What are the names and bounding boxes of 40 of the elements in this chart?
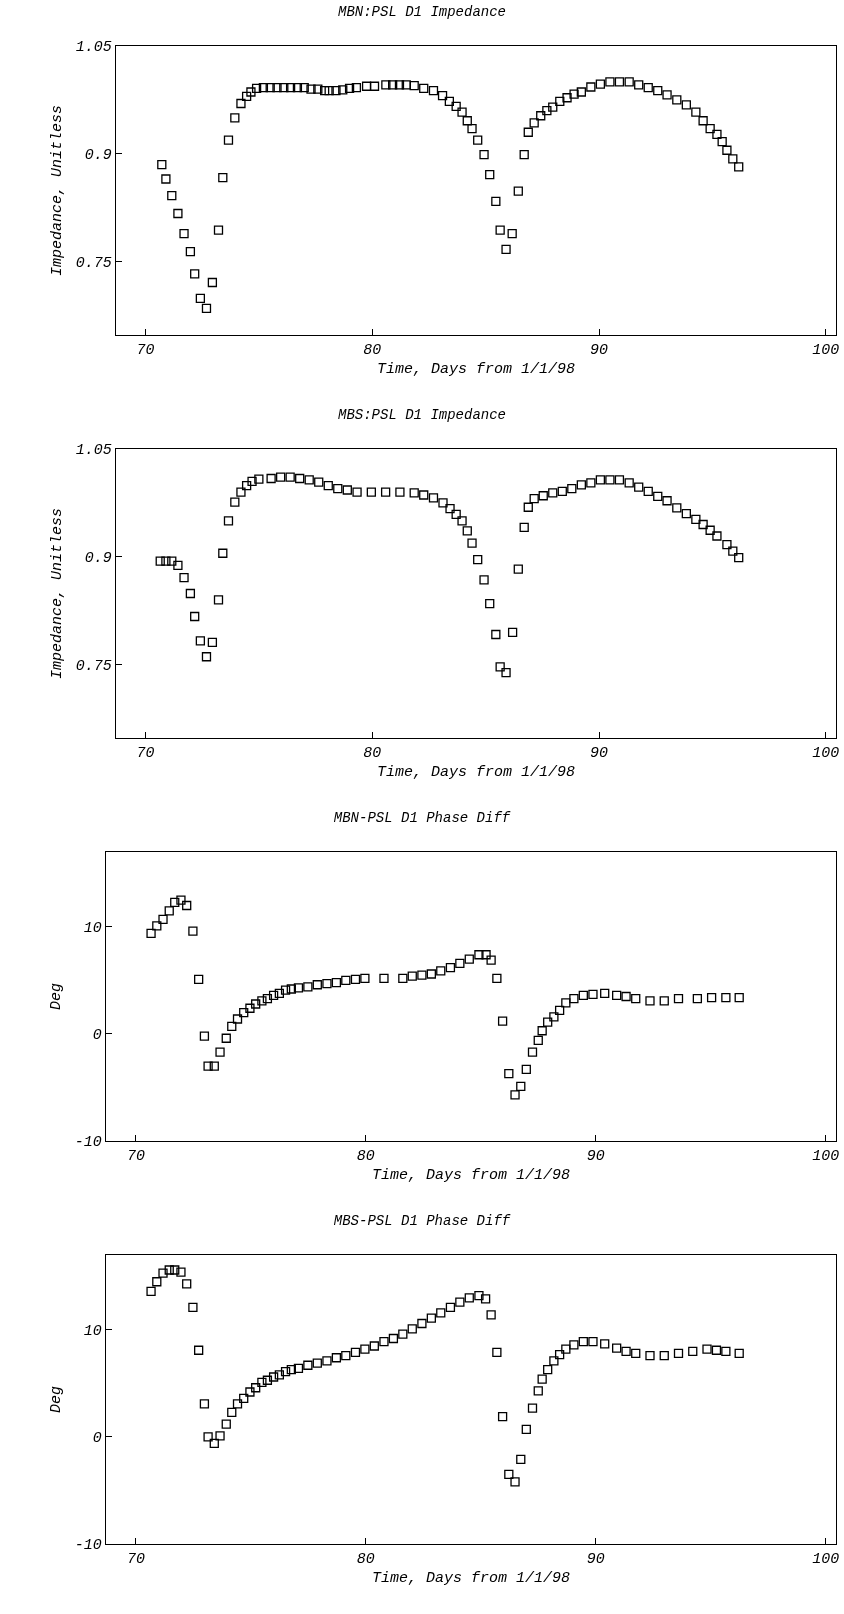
y-tick-label: 0 — [92, 1027, 102, 1045]
y-tick-label: 0.75 — [75, 657, 112, 675]
chart-title: MBS:PSL D1 Impedance — [337, 406, 507, 423]
x-tick-label: 100 — [812, 1148, 840, 1166]
y-axis-title: Deg — [48, 1385, 66, 1414]
y-tick-label: 0.9 — [84, 550, 112, 568]
x-axis-title: Time, Days from 1/1/98 — [376, 361, 576, 379]
y-axis-title: Deg — [48, 982, 66, 1011]
y-tick-label: 0.75 — [75, 254, 112, 272]
x-tick-label: 90 — [586, 1148, 605, 1166]
x-tick-label: 80 — [356, 1148, 375, 1166]
x-tick-label: 80 — [363, 342, 382, 360]
y-tick-label: -10 — [74, 1537, 102, 1555]
y-tick-label: 10 — [83, 1323, 102, 1341]
x-tick-label: 80 — [363, 745, 382, 763]
x-tick-label: 90 — [586, 1551, 605, 1569]
chart-title: MBS-PSL D1 Phase Diff — [333, 1212, 511, 1229]
x-axis-title: Time, Days from 1/1/98 — [371, 1570, 571, 1588]
y-tick-label: 1.05 — [75, 39, 112, 57]
y-axis-title: Impedance, Unitless — [49, 507, 67, 680]
y-tick-label: 10 — [83, 920, 102, 938]
x-tick-label: 70 — [136, 745, 155, 763]
chart-title: MBN:PSL D1 Impedance — [337, 3, 507, 20]
x-tick-label: 100 — [812, 1551, 840, 1569]
chart-title: MBN-PSL D1 Phase Diff — [333, 809, 511, 826]
x-axis-title: Time, Days from 1/1/98 — [376, 764, 576, 782]
y-tick-label: -10 — [74, 1134, 102, 1152]
y-tick-label: 1.05 — [75, 442, 112, 460]
x-tick-label: 70 — [126, 1148, 145, 1166]
x-tick-label: 100 — [812, 342, 840, 360]
x-tick-label: 90 — [590, 342, 609, 360]
y-tick-label: 0 — [92, 1430, 102, 1448]
y-axis-title: Impedance, Unitless — [49, 104, 67, 277]
x-axis-title: Time, Days from 1/1/98 — [371, 1167, 571, 1185]
x-tick-label: 100 — [812, 745, 840, 763]
x-tick-label: 90 — [590, 745, 609, 763]
x-tick-label: 70 — [136, 342, 155, 360]
y-tick-label: 0.9 — [84, 147, 112, 165]
x-tick-label: 70 — [126, 1551, 145, 1569]
x-tick-label: 80 — [356, 1551, 375, 1569]
